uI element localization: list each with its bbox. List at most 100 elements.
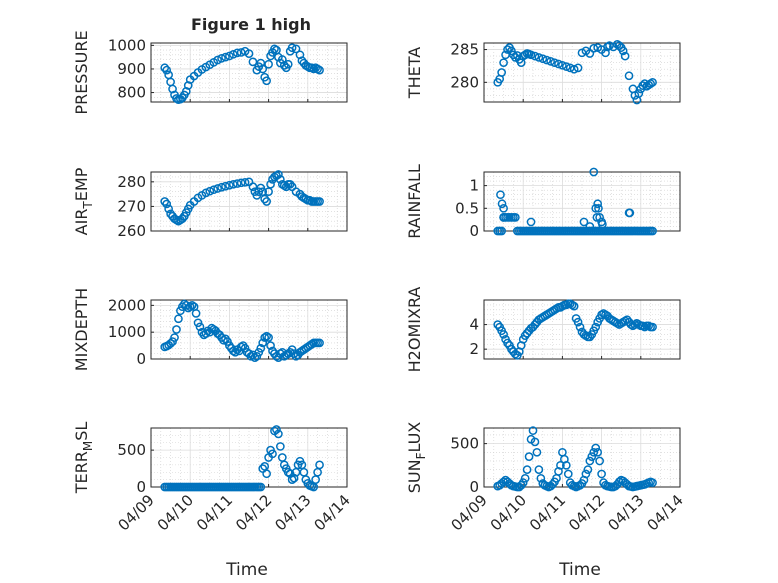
terr_msl-ylabel: TERRMSL [72, 422, 95, 495]
sun_flux-point [593, 447, 603, 457]
theta-point [589, 43, 599, 53]
mixdepth-point [174, 314, 183, 324]
sun_flux-ylabel-main: SUN [405, 459, 424, 493]
air_temp-point [178, 214, 187, 224]
rainfall-point [497, 199, 507, 209]
rainfall-point [594, 203, 603, 213]
rainfall-point [589, 167, 599, 177]
theta-point [558, 60, 567, 70]
sun_flux-point [536, 473, 546, 483]
theta-frame [483, 42, 681, 103]
sun_flux-point [528, 426, 538, 435]
air_temp-point [276, 175, 285, 184]
pressure-point [244, 49, 254, 58]
mixdepth-point [260, 333, 270, 342]
theta-point [618, 46, 628, 56]
mixdepth-point [246, 351, 256, 361]
terr_msl-point [274, 429, 283, 439]
air_temp-point [266, 179, 275, 189]
sun_flux-ylabel-tail: LUX [405, 422, 424, 453]
terr_msl-point [268, 449, 277, 459]
air_temp-point [225, 180, 234, 190]
rainfall-point [496, 190, 505, 200]
theta-point [569, 64, 579, 74]
pressure-point [213, 55, 222, 65]
theta-point [546, 57, 555, 66]
sun_flux-point [563, 469, 573, 479]
air_temp-ylabel-tail: EMP [72, 167, 91, 201]
theta-point [605, 41, 614, 50]
rainfall-point [579, 217, 589, 227]
figure-title: Figure 1 high [191, 15, 311, 34]
mixdepth-point [266, 341, 275, 350]
rainfall-point [648, 226, 657, 236]
theta-point [561, 62, 571, 71]
theta-ytick-label: 280 [450, 73, 479, 91]
air_temp-point [213, 184, 222, 193]
mixdepth-point [172, 325, 181, 334]
mixdepth-point [228, 346, 238, 356]
terr_msl-point [315, 460, 324, 470]
air_temp-point [162, 199, 172, 209]
theta-point [638, 81, 648, 90]
terr_msl-xlabel: Time [225, 560, 268, 580]
h2omixra-frame [483, 299, 681, 360]
sun_flux-point [587, 452, 597, 461]
theta-point [634, 89, 644, 98]
sun_flux-point [597, 469, 606, 479]
terr_msl-point [262, 469, 271, 479]
sun_flux-point [614, 477, 624, 487]
pressure-point [262, 76, 271, 86]
mixdepth-point [307, 339, 317, 349]
rainfall-point [499, 213, 508, 222]
sun_flux-point [581, 469, 591, 479]
pressure-ylabel: PRESSURE [72, 30, 91, 114]
mixdepth-point [262, 331, 271, 341]
rainfall-point [499, 203, 508, 213]
sun_flux-xlabel: Time [558, 560, 601, 580]
h2omixra-ylabel: H2OMIXRA [405, 287, 424, 373]
rainfall-point [593, 199, 603, 209]
air_temp-point [205, 186, 215, 196]
air_temp-point [164, 204, 173, 214]
mixdepth-point [170, 333, 179, 342]
theta-point [534, 53, 544, 62]
rainfall-ytick-label: 0.5 [455, 199, 479, 217]
air-temp-axes: 260 270 280 AIRTEMP [72, 167, 348, 240]
rainfall-point [591, 203, 601, 213]
h2omixra-point [499, 330, 508, 339]
sun_flux-point [589, 447, 599, 457]
mixdepth-point [185, 302, 195, 312]
mixdepth-axes: 0 1000 2000 MIXDEPTH [72, 288, 348, 371]
pressure-ytick-label: 900 [117, 60, 146, 78]
terr_msl-point [256, 482, 266, 492]
mixdepth-point [258, 338, 268, 348]
theta-ytick-label: 285 [450, 41, 479, 59]
sun_flux-point [499, 477, 508, 487]
terr_msl-ytick-label: 500 [117, 441, 146, 459]
h2omixra-point [591, 322, 601, 332]
pressure-ytick-label: 1000 [108, 36, 146, 54]
sun_flux-point [648, 478, 657, 488]
rainfall-point [526, 217, 536, 227]
air_temp-point [262, 197, 271, 206]
pressure-point [232, 48, 242, 58]
mixdepth-ytick-label: 1000 [108, 323, 146, 341]
pressure-point [264, 59, 273, 69]
h2omixra-point [573, 317, 583, 327]
mixdepth-point [187, 301, 197, 310]
h2omixra-point [503, 338, 512, 348]
mixdepth-point [264, 333, 273, 342]
air_temp-point [221, 181, 230, 191]
sun_flux-point [524, 452, 534, 461]
sun_flux-point [532, 447, 542, 457]
h2omixra-ytick-label: 2 [469, 340, 479, 358]
terr_msl-point [276, 442, 285, 451]
h2omixra-axes: 2 4 H2OMIXRA [405, 287, 681, 373]
pressure-ylabel-main: PRESSURE [72, 30, 91, 114]
theta-point [499, 58, 508, 68]
rainfall-ylabel-main: RAINFALL [405, 164, 424, 239]
sun_flux-point [595, 456, 604, 466]
terr_msl-plot-area [150, 427, 348, 488]
